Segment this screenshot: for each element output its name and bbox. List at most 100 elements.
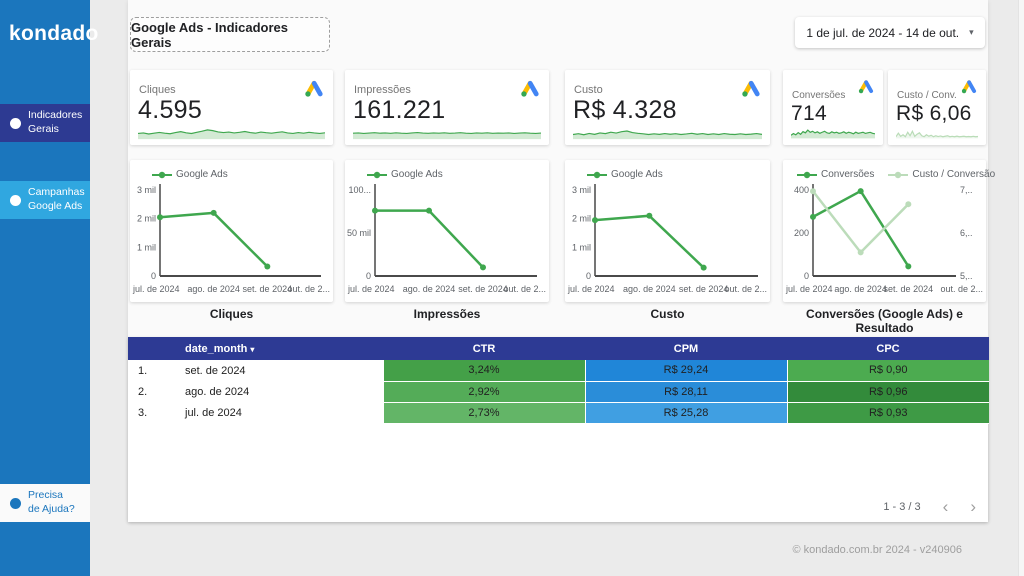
cell-date-month: jul. de 2024 — [185, 406, 242, 419]
google-ads-icon — [519, 78, 541, 100]
svg-text:set. de 2024: set. de 2024 — [458, 284, 508, 294]
table-header-num[interactable] — [128, 337, 163, 360]
copyright-text: © kondado.com.br 2024 - v240906 — [792, 544, 962, 556]
cell-ctr: 2,92% — [382, 381, 585, 403]
svg-text:0: 0 — [804, 271, 809, 281]
svg-text:3 mil: 3 mil — [137, 185, 156, 195]
sparkline — [791, 126, 875, 139]
sidebar-item-indicadores-gerais[interactable]: Indicadores Gerais — [0, 104, 90, 142]
sidebar-item-precisa-de-ajuda[interactable]: Precisa de Ajuda? — [0, 484, 90, 522]
cell-cpc: R$ 0,93 — [786, 402, 989, 424]
scorecard-impressoes: Impressões 161.221 — [345, 70, 549, 145]
row-number: 2. — [138, 385, 148, 398]
table-header-ctr[interactable]: CTR — [472, 342, 496, 355]
line-chart: 400 200 0 7,.. 6,.. 5,.. jul. de 2024 ago. de 2… — [783, 160, 986, 302]
legend-label: Google Ads — [391, 169, 443, 180]
chart-cliques: Google Ads 3 mil 2 mil 1 mil 0 jul. de 2024 a… — [130, 160, 333, 302]
google-ads-icon — [960, 78, 978, 96]
svg-text:set. de 2024: set. de 2024 — [679, 284, 729, 294]
cell-cpc: R$ 0,96 — [786, 381, 989, 403]
chart-title-impressoes: Impressões — [413, 307, 481, 321]
row-number: 3. — [138, 406, 148, 419]
legend-label: Google Ads — [176, 169, 228, 180]
chart-legend: Google Ads — [152, 169, 228, 180]
table-header-cpc[interactable]: CPC — [876, 342, 900, 355]
sparkline — [138, 123, 325, 140]
sidebar-item-label: Precisa de Ajuda? — [28, 489, 75, 515]
bullet-icon — [10, 497, 21, 509]
pagination: 1 - 3 / 3 ‹ › — [883, 498, 976, 515]
chart-custo: Google Ads 3 mil 2 mil 1 mil 0 jul. de 2024 a… — [565, 160, 770, 302]
svg-text:out. de 2...: out. de 2... — [940, 284, 983, 294]
cell-cpm: R$ 25,28 — [584, 402, 787, 424]
cell-cpm: R$ 29,24 — [584, 360, 787, 382]
legend-item[interactable]: Custo / Conversão — [888, 169, 995, 180]
chevron-down-icon: ▾ — [969, 27, 974, 37]
chart-impressoes: Google Ads 100... 50 mil 0 jul. de 2024 ago.… — [345, 160, 549, 302]
scorecard-value: R$ 4.328 — [573, 96, 677, 124]
svg-text:jul. de 2024: jul. de 2024 — [567, 284, 615, 294]
svg-text:3 mil: 3 mil — [572, 185, 591, 195]
legend-item[interactable]: Google Ads — [152, 169, 228, 180]
svg-text:2 mil: 2 mil — [137, 214, 156, 224]
sidebar: kondado Indicadores Gerais Campanhas Goo… — [0, 0, 98, 576]
sort-icon: ▾ — [250, 344, 255, 354]
line-chart: 3 mil 2 mil 1 mil 0 jul. de 2024 ago. de 2024… — [565, 160, 770, 302]
scorecard-label: Custo — [574, 84, 603, 96]
svg-text:out. de 2...: out. de 2... — [503, 284, 546, 294]
svg-text:1 mil: 1 mil — [572, 242, 591, 252]
legend-item[interactable]: Google Ads — [367, 169, 443, 180]
svg-text:jul. de 2024: jul. de 2024 — [785, 284, 833, 294]
prev-page-icon[interactable]: ‹ — [942, 497, 949, 516]
table-header-cpm[interactable]: CPM — [673, 342, 699, 355]
row-number: 1. — [138, 364, 148, 377]
bullet-icon — [10, 117, 21, 129]
svg-text:0: 0 — [366, 271, 371, 281]
table-header-date[interactable]: date_month ▾ — [185, 342, 255, 355]
scorecard-value: 161.221 — [353, 96, 446, 124]
cell-cpc: R$ 0,90 — [786, 360, 989, 382]
svg-text:6,..: 6,.. — [960, 228, 973, 238]
svg-text:50 mil: 50 mil — [347, 228, 371, 238]
svg-text:0: 0 — [586, 271, 591, 281]
svg-text:7,..: 7,.. — [960, 185, 973, 195]
table-row: 1. set. de 2024 3,24% R$ 29,24 R$ 0,90 — [128, 360, 989, 382]
page-indicator: 1 - 3 / 3 — [883, 500, 921, 513]
svg-text:1 mil: 1 mil — [137, 242, 156, 252]
cell-ctr: 2,73% — [382, 402, 585, 424]
cell-date-month: set. de 2024 — [185, 364, 246, 377]
metrics-table-card: date_month ▾ CTR CPM CPC 1. set. de 2024 3,24… — [128, 337, 989, 522]
line-chart: 3 mil 2 mil 1 mil 0 jul. de 2024 ago. de 2024… — [130, 160, 333, 302]
legend-item[interactable]: Conversões — [797, 169, 874, 180]
bullet-icon — [10, 194, 21, 206]
sparkline — [573, 123, 762, 140]
svg-text:jul. de 2024: jul. de 2024 — [347, 284, 395, 294]
page-title-text: Google Ads - Indicadores Gerais — [131, 19, 288, 50]
chart-title-cliques: Cliques — [209, 307, 254, 321]
svg-text:200: 200 — [794, 228, 809, 238]
legend-label: Conversões — [821, 169, 875, 180]
chart-legend: Conversões Custo / Conversão — [797, 169, 995, 180]
svg-text:ago. de 2024: ago. de 2024 — [623, 284, 676, 294]
chart-title-custo: Custo — [650, 307, 685, 321]
scorecard-value: R$ 6,06 — [896, 102, 972, 125]
table-row: 2. ago. de 2024 2,92% R$ 28,11 R$ 0,96 — [128, 381, 989, 403]
scrollbar[interactable] — [1018, 0, 1024, 576]
google-ads-icon — [303, 78, 325, 100]
legend-item[interactable]: Google Ads — [587, 169, 663, 180]
scorecard-label: Conversões — [792, 90, 846, 101]
chart-legend: Google Ads — [587, 169, 663, 180]
legend-label: Custo / Conversão — [912, 169, 996, 180]
scorecard-cliques: Cliques 4.595 — [130, 70, 333, 145]
date-range-picker[interactable]: 1 de jul. de 2024 - 14 de out. ▾ — [795, 17, 985, 48]
cell-date-month: ago. de 2024 — [185, 385, 250, 398]
svg-text:ago. de 2024: ago. de 2024 — [403, 284, 456, 294]
scorecard-value: 4.595 — [138, 96, 203, 124]
scorecard-label: Custo / Conv. — [897, 90, 957, 101]
svg-text:2 mil: 2 mil — [572, 214, 591, 224]
next-page-icon[interactable]: › — [970, 497, 976, 516]
sidebar-item-campanhas-google-ads[interactable]: Campanhas Google Ads — [0, 181, 90, 219]
scorecard-label: Impressões — [354, 84, 411, 96]
scorecard-custo-conv: Custo / Conv. R$ 6,06 — [888, 70, 986, 145]
sparkline — [353, 123, 541, 140]
